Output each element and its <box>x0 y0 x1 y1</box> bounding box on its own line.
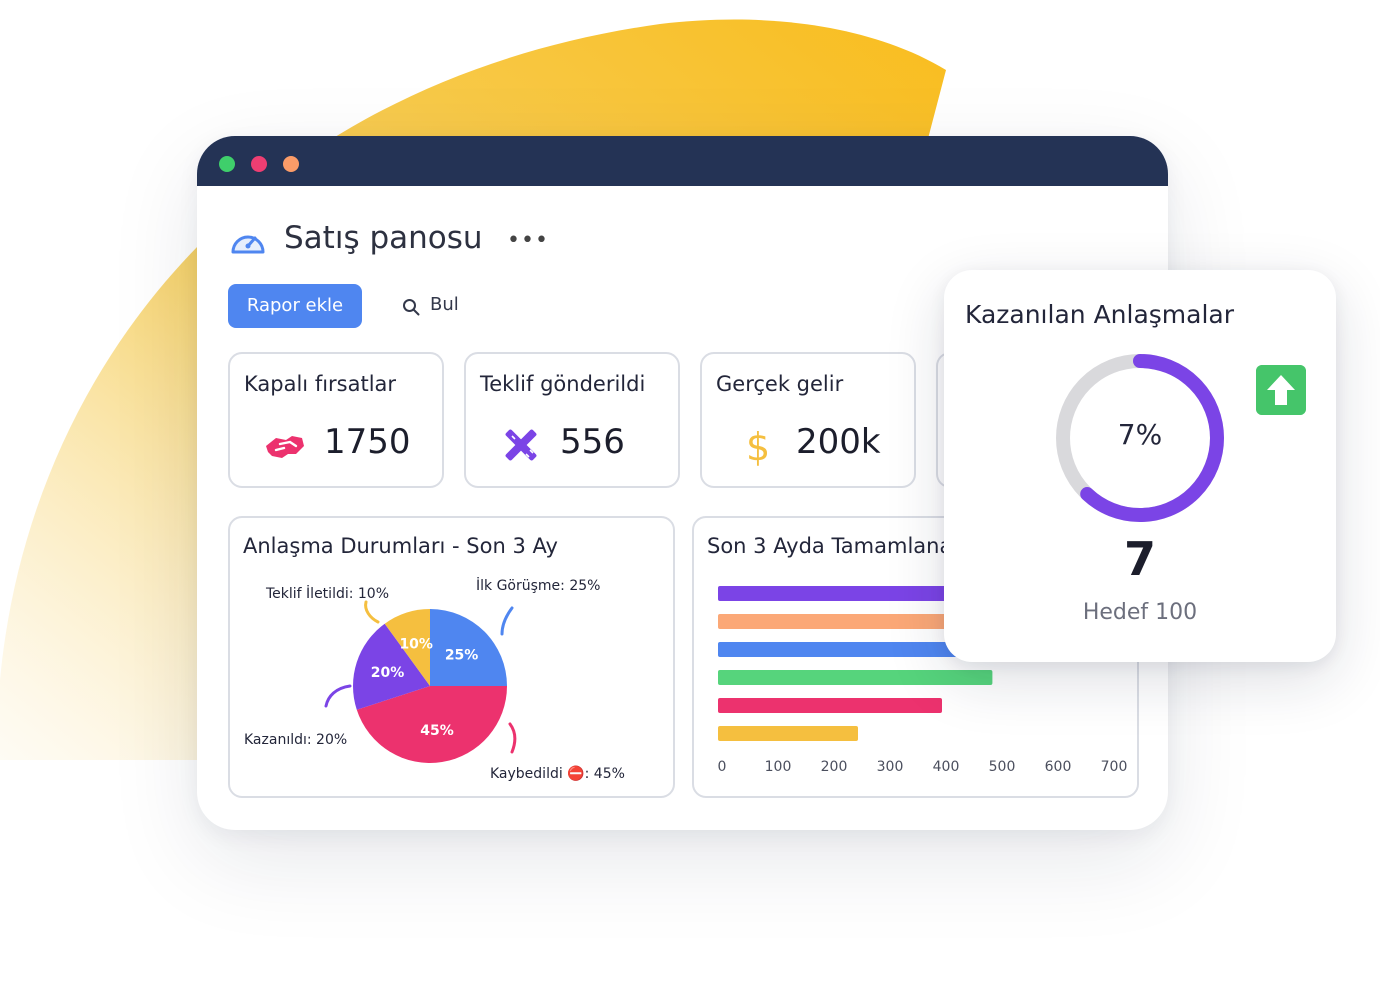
bar-3[interactable] <box>718 670 993 685</box>
x-tick-label: 300 <box>877 759 904 775</box>
pie-slice-0[interactable] <box>430 609 507 686</box>
card-title: Kapalı fırsatlar <box>244 372 397 396</box>
kpi-card-closed-opportunities[interactable]: Kapalı fırsatlar 1750 <box>228 352 444 488</box>
tools-icon <box>505 429 537 461</box>
page-title: Satış panosu <box>284 220 483 256</box>
card-title: Gerçek gelir <box>716 372 844 396</box>
search-button[interactable]: Bul <box>430 294 459 315</box>
progress-percent: 7% <box>1117 418 1163 451</box>
card-value: 556 <box>560 422 625 462</box>
won-deals-value: 7 <box>1123 532 1156 586</box>
callout-kaybedildi <box>508 722 517 754</box>
search-icon[interactable] <box>402 298 420 316</box>
window-close-button[interactable] <box>251 156 267 172</box>
x-tick-label: 500 <box>989 759 1016 775</box>
kpi-card-offers-sent[interactable]: Teklif gönderildi 556 <box>464 352 680 488</box>
panel-title: Son 3 Ayda Tamamlanan <box>707 534 966 558</box>
window-maximize-button[interactable] <box>219 156 235 172</box>
window-titlebar <box>197 136 1168 186</box>
callout-ilk <box>500 606 514 636</box>
pie-slice-percent-label: 20% <box>371 665 405 681</box>
x-tick-label: 100 <box>765 759 792 775</box>
bar-4[interactable] <box>718 698 942 713</box>
pie-label-kaybedildi: Kaybedildi ⛔: 45% <box>490 765 625 782</box>
won-deals-progress-ring <box>1056 354 1224 522</box>
pie-slice-3[interactable] <box>384 609 430 686</box>
add-report-button[interactable]: Rapor ekle <box>228 284 362 328</box>
won-deals-popup[interactable]: Kazanılan Anlaşmalar 7% 7 Hedef 100 <box>944 270 1336 662</box>
pie-label-kazanildi: Kazanıldı: 20% <box>244 732 347 748</box>
more-options-icon[interactable]: ••• <box>507 228 549 253</box>
callout-teklif <box>364 600 380 624</box>
deal-status-pie-panel: Anlaşma Durumları - Son 3 Ay 25% 45% 20% 10… <box>228 516 675 798</box>
bar-5[interactable] <box>718 726 858 741</box>
window-minimize-button[interactable] <box>283 156 299 172</box>
callout-kazanildi <box>324 684 352 708</box>
svg-text:$: $ <box>746 425 770 466</box>
pie-slice-2[interactable] <box>353 623 430 710</box>
card-value: 1750 <box>324 422 411 462</box>
pie-slice-percent-label: 10% <box>399 637 433 653</box>
kpi-card-actual-revenue[interactable]: Gerçek gelir $ 200k <box>700 352 916 488</box>
pie-slice-percent-label: 45% <box>420 723 454 739</box>
pie-label-ilk: İlk Görüşme: 25% <box>476 576 600 594</box>
x-tick-label: 600 <box>1045 759 1072 775</box>
dollar-icon: $ <box>746 425 770 466</box>
card-value: 200k <box>796 422 881 462</box>
handshake-icon <box>266 436 304 458</box>
pie-slice-1[interactable] <box>356 686 507 763</box>
x-tick-label: 200 <box>821 759 848 775</box>
deal-status-pie-chart: 25% 45% 20% 10% Teklif İletildi: 10% İlk Gö… <box>244 576 625 782</box>
arrow-up-icon <box>1256 365 1306 415</box>
pie-slice-percent-label: 25% <box>445 647 479 663</box>
popup-title: Kazanılan Anlaşmalar <box>965 300 1235 329</box>
x-tick-label: 0 <box>718 759 727 775</box>
panel-title: Anlaşma Durumları - Son 3 Ay <box>243 534 558 558</box>
dashboard-gauge-icon <box>231 235 265 254</box>
won-deals-target: Hedef 100 <box>1082 600 1198 625</box>
x-tick-label: 400 <box>933 759 960 775</box>
x-tick-label: 700 <box>1101 759 1128 775</box>
pie-label-teklif: Teklif İletildi: 10% <box>265 584 389 602</box>
card-title: Teklif gönderildi <box>480 372 646 396</box>
